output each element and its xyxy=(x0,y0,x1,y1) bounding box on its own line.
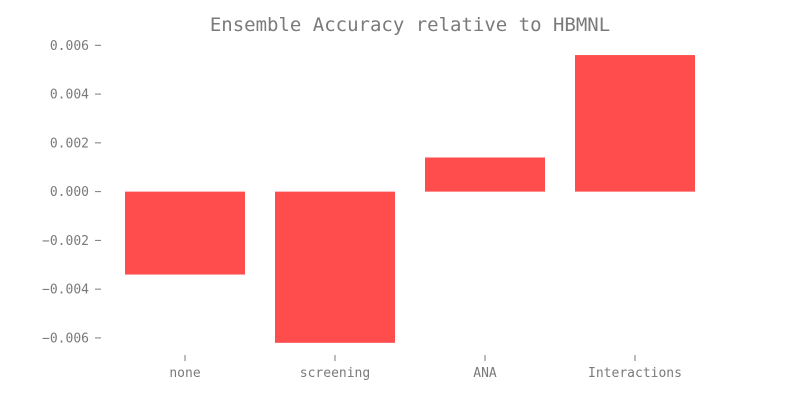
y-tick-label: 0.006 xyxy=(50,39,89,54)
bars xyxy=(125,55,695,343)
x-tick-label: none xyxy=(169,366,200,381)
bar-interactions xyxy=(575,55,695,192)
y-axis: −0.006 −0.004 −0.002 0.000 0.002 0.004 0.006 xyxy=(42,39,101,346)
x-axis: none screening ANA Interactions xyxy=(169,355,682,381)
x-tick-label: Interactions xyxy=(588,366,682,381)
x-tick-label: screening xyxy=(300,366,370,381)
y-tick-label: −0.004 xyxy=(42,283,89,298)
x-tick-label: ANA xyxy=(473,366,497,381)
bar-screening xyxy=(275,191,395,343)
bar-none xyxy=(125,191,245,275)
y-tick-label: 0.002 xyxy=(50,136,89,151)
y-tick-label: 0.004 xyxy=(50,88,89,103)
bar-ana xyxy=(425,157,545,192)
chart-title: Ensemble Accuracy relative to HBMNL xyxy=(210,14,610,36)
y-tick-label: −0.006 xyxy=(42,331,89,346)
y-tick-label: −0.002 xyxy=(42,234,89,249)
y-tick-label: 0.000 xyxy=(50,185,89,200)
